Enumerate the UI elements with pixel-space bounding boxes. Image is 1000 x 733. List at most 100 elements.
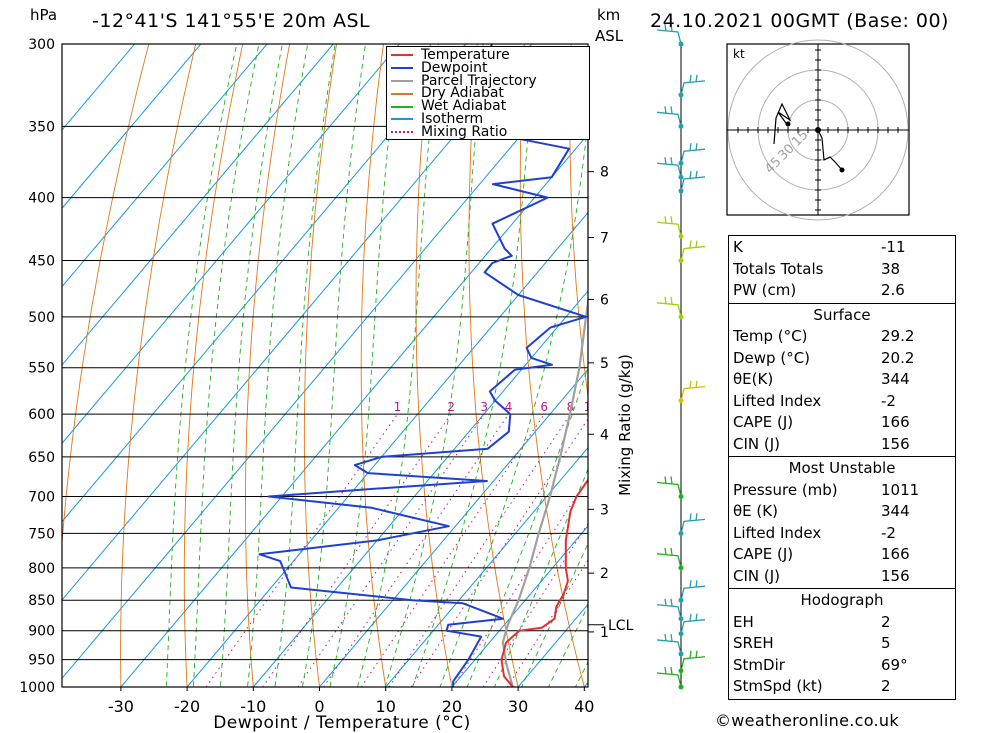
wind-barb [680,380,706,401]
stat-label: θE(K) [733,370,774,388]
hodograph-trace [773,102,792,145]
wet-adiabat-line [329,44,401,687]
wind-barb [656,633,682,655]
isotherm-line [186,211,588,687]
wind-barb-stroke [656,547,682,568]
mixing-ratio-label: 1 [394,400,402,414]
dry-adiabat-line [120,44,197,687]
isotherm-line [62,44,136,131]
stat-value: 166 [881,413,910,431]
pressure-tick-label: 900 [28,624,55,640]
copyright-footer[interactable]: ©weatheronline.co.uk [715,711,899,730]
x-tick-label: 30 [508,697,528,716]
stat-value: -2 [881,391,896,410]
legend-swatch [391,92,413,95]
stat-row: Pressure (mb) 1011 [729,480,955,502]
legend-label: Dry Adiabat [421,85,504,102]
wet-adiabat-line [521,542,588,687]
stat-label: Pressure (mb) [733,480,838,499]
stat-row: PW (cm) 2.6 [729,280,955,302]
stat-row: CAPE (J) 166 [729,544,955,566]
stat-value: 38 [881,259,901,278]
stat-value: -2 [881,523,896,542]
wind-barb [656,598,682,619]
legend-swatch [391,79,413,82]
stat-value: 2.6 [881,281,905,299]
km-tick-label: 1 [600,625,609,641]
wind-barb [656,476,682,497]
x-tick-label: -20 [174,697,200,716]
stat-row: Totals Totals 38 [729,259,955,281]
wind-barb-stroke [680,613,706,634]
pressure-tick-label: 400 [28,191,55,207]
pressure-tick-label: 600 [28,407,55,423]
wind-barb-stroke [656,633,682,655]
legend-item: Parcel Trajectory [387,74,589,87]
legend-swatch [391,105,413,108]
legend-label: Isotherm [421,110,484,127]
wind-barb-stroke [656,666,682,688]
stat-row: EH 2 [729,612,955,634]
wet-adiabat-line [247,44,309,687]
wind-barb [680,580,706,601]
mixing-ratio-line [205,413,398,687]
x-axis-label: Dewpoint / Temperature (°C) [213,713,471,733]
wind-barb [656,157,682,178]
wet-adiabat-line [357,44,439,687]
stat-value: 156 [881,434,910,453]
wind-barb-stroke [680,74,706,96]
isotherm-line [62,44,334,366]
wind-barb-stroke [680,650,706,671]
mixing-ratio-axis-label: Mixing Ratio (g/kg) [616,354,634,496]
wind-barb-stroke [680,580,706,601]
stats-table: K -11 Totals Totals 38 PW (cm) 2.6 Surface Te… [728,235,956,700]
wind-barb [656,547,682,568]
pressure-tick-label: 450 [28,254,55,270]
stat-value: 2 [881,612,891,631]
wind-barb-stroke [680,170,706,192]
dry-adiabat-line [569,44,588,400]
km-tick-label: 2 [600,566,609,582]
stat-row: K -11 [729,237,955,259]
legend-item: Wet Adiabat [387,99,589,113]
hodograph-trace [817,129,843,171]
stat-label: CAPE (J) [733,545,794,563]
stat-value: 156 [881,566,910,585]
km-tick-label: 6 [600,292,609,308]
wind-barb [656,296,682,317]
mixing-ratio-line [262,413,452,687]
stat-row: StmSpd (kt) 2 [729,676,955,698]
wind-barb-stroke [680,513,706,534]
legend-swatch [391,131,413,134]
wind-barb-stroke [656,296,682,317]
wind-barb-stroke [680,380,706,401]
temperature-line [500,478,588,687]
wind-barb [656,106,682,127]
wet-adiabat-line [165,44,238,687]
stat-row: Temp (°C) 29.2 [729,326,955,348]
wind-barb [680,74,706,96]
dry-adiabat-line [987,7,1000,713]
isotherm-line [62,44,400,445]
most-unstable-title: Most Unstable [788,459,896,477]
title-run: 24.10.2021 00GMT (Base: 00) [650,10,949,32]
stat-row: CIN (J) 156 [729,434,955,456]
lcl-label: LCL [608,618,634,634]
mixing-ratio-line [388,413,571,687]
km-tick-label: 3 [600,502,609,518]
wind-barb [656,23,682,45]
stat-label: K [733,238,743,256]
stat-label: Totals Totals [733,259,824,278]
stat-row: θE (K) 344 [729,501,955,523]
legend-item: Mixing Ratio [387,125,589,139]
stat-label: Lifted Index [733,523,822,542]
pressure-tick-label: 850 [28,593,55,609]
asl-label: ASL [595,27,624,45]
pressure-tick-label: 1000 [19,680,55,696]
hodograph-title: Hodograph [800,591,884,609]
wind-barb-stroke [656,216,682,237]
wet-adiabat-line [219,44,283,687]
stat-value: 20.2 [881,348,915,367]
wet-adiabat-line [192,44,260,687]
